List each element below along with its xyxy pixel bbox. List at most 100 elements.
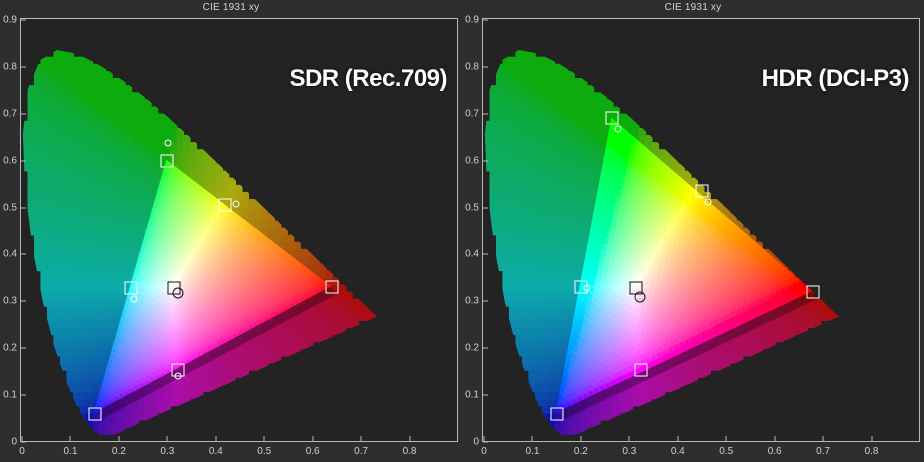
x-tick-mark [69,436,71,441]
x-tick-mark [628,436,630,441]
y-tick-label: 0.1 [3,389,17,401]
gamut-target-marker-blue [550,407,564,421]
x-tick-label: 0.8 [864,446,879,457]
cie-diagram-sdr [22,50,377,435]
y-tick-mark [21,19,26,21]
x-tick-label: 0.3 [160,446,175,457]
gamut-measured-marker-magenta [174,372,182,380]
y-tick-label: 0.5 [465,202,479,214]
y-tick-mark [483,300,488,302]
x-tick-mark [871,436,873,441]
y-tick-mark [483,113,488,115]
y-tick-mark [21,207,26,209]
x-tick-mark [409,436,411,441]
x-tick-label: 0.6 [305,446,320,457]
y-tick-mark [483,19,488,21]
gamut-measured-marker-white [634,291,645,303]
x-tick-mark [118,436,120,441]
gamut-measured-marker-cyan [583,284,591,292]
y-tick-mark [483,441,488,443]
y-tick-mark [21,113,26,115]
x-tick-label: 0.1 [63,446,78,457]
overlay-label-sdr: SDR (Rec.709) [289,65,447,92]
y-tick-label: 0.4 [465,248,479,260]
plot-area-sdr: SDR (Rec.709) 0 0.1 0.2 0.3 0.4 0.5 0.6 0.7 0.8 0… [3,15,458,457]
gamut-target-marker-red [325,280,339,294]
x-tick-label: 0.2 [111,446,126,457]
y-tick-label: 0 [11,436,17,448]
y-tick-label: 0.9 [465,14,479,26]
gamut-measured-marker-yellow [704,198,712,206]
gamut-target-marker-cyan [124,281,138,295]
gamut-measured-marker-yellow [232,200,240,208]
x-tick-mark [263,436,265,441]
gamut-measured-marker-green [614,125,622,133]
gamut-measured-marker-green [164,139,172,147]
x-tick-label: 0.7 [816,446,831,457]
y-tick-label: 0.7 [465,108,479,120]
gamut-target-marker-yellow [695,184,709,198]
x-tick-label: 0 [481,446,487,457]
x-tick-mark [312,436,314,441]
x-tick-mark [483,436,485,441]
x-tick-label: 0.4 [670,446,685,457]
y-tick-mark [483,347,488,349]
y-tick-mark [21,66,26,68]
y-tick-mark [483,66,488,68]
overlay-label-hdr: HDR (DCI-P3) [761,65,910,92]
y-tick-label: 0 [473,436,479,448]
x-tick-label: 0 [19,446,25,457]
y-tick-mark [21,160,26,162]
panel-sdr: CIE 1931 xy SDR (Rec.709) 0 0.1 0.2 0.3 0.4 0… [3,2,458,457]
x-tick-label: 0.8 [402,446,417,457]
y-tick-label: 0.2 [465,342,479,354]
y-tick-label: 0.2 [3,342,17,354]
x-tick-mark [677,436,679,441]
x-tick-label: 0.6 [767,446,782,457]
y-tick-label: 0.3 [3,295,17,307]
gamut-target-marker-green [605,111,619,125]
x-tick-label: 0.2 [573,446,588,457]
gamut-target-marker-green [160,154,174,168]
y-tick-mark [21,394,26,396]
plot-inner-hdr [483,19,919,441]
x-tick-mark [725,436,727,441]
y-tick-label: 0.1 [465,389,479,401]
y-tick-mark [483,207,488,209]
x-tick-label: 0.4 [208,446,223,457]
x-tick-mark [21,436,23,441]
plot-area-hdr: HDR (DCI-P3) 0 0.1 0.2 0.3 0.4 0.5 0.6 0.7 0.8 0.… [465,15,920,457]
x-tick-label: 0.5 [719,446,734,457]
y-tick-label: 0.6 [3,155,17,167]
gamut-target-marker-yellow [218,198,232,212]
gamut-target-marker-blue [88,407,102,421]
x-tick-label: 0.5 [257,446,272,457]
x-tick-label: 0.1 [525,446,540,457]
gamut-target-marker-magenta [634,363,648,377]
y-tick-label: 0.6 [465,155,479,167]
x-tick-mark [166,436,168,441]
x-tick-label: 0.7 [354,446,369,457]
x-tick-label: 0.3 [622,446,637,457]
y-tick-label: 0.8 [3,61,17,73]
y-tick-mark [21,253,26,255]
x-tick-mark [774,436,776,441]
gamut-target-marker-red [806,285,820,299]
y-tick-mark [483,253,488,255]
chart-title-hdr: CIE 1931 xy [664,2,722,13]
x-tick-mark [531,436,533,441]
y-tick-label: 0.7 [3,108,17,120]
y-tick-mark [483,160,488,162]
x-tick-mark [360,436,362,441]
panel-hdr: CIE 1931 xy HDR (DCI-P3) 0 0.1 0.2 0.3 0.4 0.… [462,0,924,462]
gamut-measured-marker-white [172,287,184,299]
cie-diagram-hdr [484,50,839,435]
y-tick-label: 0.5 [3,202,17,214]
y-tick-mark [21,441,26,443]
y-tick-label: 0.4 [3,248,17,260]
x-tick-mark [580,436,582,441]
gamut-measured-marker-cyan [130,295,138,303]
y-tick-label: 0.9 [3,14,17,26]
x-tick-mark [215,436,217,441]
y-tick-mark [21,300,26,302]
